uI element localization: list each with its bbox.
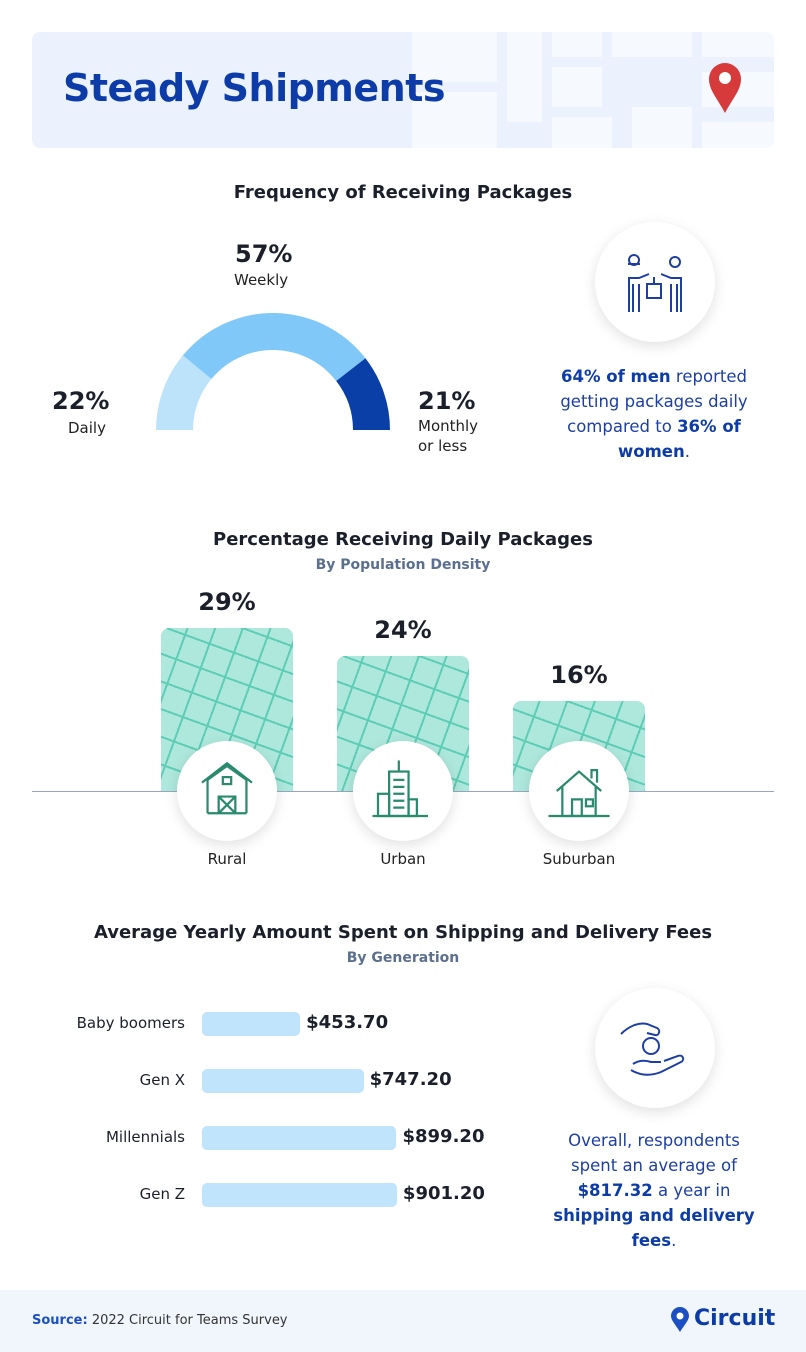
city-buildings-icon bbox=[372, 760, 428, 818]
brand-logo: Circuit bbox=[694, 1306, 776, 1331]
callout1-text-1: reported getting packages daily compared… bbox=[560, 367, 748, 436]
map-pin-icon bbox=[709, 63, 741, 113]
weekly-value: 57% bbox=[235, 240, 293, 268]
callout2-text-1: Overall, respondents spent an average of bbox=[568, 1131, 740, 1175]
hbar-value-label: $747.20 bbox=[369, 1069, 452, 1090]
category-icon-circle bbox=[353, 741, 453, 841]
source-note: Source: 2022 Circuit for Teams Survey bbox=[32, 1313, 288, 1328]
callout2-highlight-2: shipping and delivery fees bbox=[553, 1206, 755, 1250]
callout2-highlight-1: $817.32 bbox=[577, 1181, 653, 1200]
category-label: Suburban bbox=[542, 850, 616, 868]
callout2-icon-circle bbox=[595, 988, 715, 1108]
chart2-title: Percentage Receiving Daily Packages bbox=[213, 529, 593, 550]
monthly-label-1: Monthly bbox=[418, 417, 479, 435]
gauge-segment-weekly bbox=[182, 312, 366, 381]
hbar bbox=[202, 1069, 364, 1093]
vertical-bar-chart: 29% Rural 24% Urban 16% Suburban bbox=[32, 588, 774, 868]
bar-value-label: 24% bbox=[374, 616, 432, 645]
row-label: Millennials bbox=[105, 1128, 185, 1146]
daily-label: Daily bbox=[68, 419, 106, 437]
callout1-text: 64% of men reported getting packages dai… bbox=[548, 364, 760, 464]
hbar bbox=[202, 1126, 397, 1150]
callout2-text: Overall, respondents spent an average of… bbox=[548, 1128, 760, 1253]
bar-value-label: 29% bbox=[198, 588, 256, 617]
gauge-segment-monthly-or-less bbox=[336, 358, 390, 430]
callout2-text-2: a year in bbox=[652, 1181, 731, 1200]
hbar bbox=[202, 1012, 301, 1036]
package-handoff-icon bbox=[628, 254, 682, 312]
semicircle-chart bbox=[156, 312, 390, 430]
house-icon bbox=[548, 769, 610, 818]
row-label: Gen X bbox=[139, 1071, 185, 1089]
chart1-title: Frequency of Receiving Packages bbox=[233, 182, 573, 203]
page-title: Steady Shipments bbox=[63, 66, 446, 110]
footer: Source: 2022 Circuit for Teams Survey Ci… bbox=[0, 1290, 806, 1352]
category-icon-circle bbox=[529, 741, 629, 841]
callout1-highlight-2: 36% of women bbox=[618, 417, 741, 461]
gauge-segment-daily bbox=[156, 355, 212, 430]
hbar-value-label: $901.20 bbox=[402, 1183, 485, 1204]
hand-coin-icon bbox=[620, 1022, 685, 1076]
hbar-value-label: $899.20 bbox=[402, 1126, 485, 1147]
callout1-text-2: . bbox=[684, 442, 690, 461]
source-label: Source: bbox=[32, 1313, 88, 1328]
map-background bbox=[412, 32, 774, 148]
row-label: Baby boomers bbox=[76, 1014, 185, 1032]
header-banner: Steady Shipments bbox=[32, 32, 774, 148]
horizontal-bar-chart: Baby boomers $453.70 Gen X $747.20 Millennia… bbox=[76, 1012, 485, 1207]
daily-value: 22% bbox=[52, 387, 110, 415]
callout2-text-3: . bbox=[671, 1231, 677, 1250]
monthly-value: 21% bbox=[418, 387, 476, 415]
circuit-pin-logo-icon bbox=[671, 1307, 689, 1332]
hbar bbox=[202, 1183, 397, 1207]
source-text: 2022 Circuit for Teams Survey bbox=[87, 1313, 288, 1328]
category-label: Rural bbox=[207, 850, 247, 868]
callout1-highlight-1: 64% of men bbox=[561, 367, 671, 386]
chart2-subtitle: By Population Density bbox=[315, 557, 491, 573]
category-label: Urban bbox=[380, 850, 426, 868]
category-icon-circle bbox=[177, 741, 277, 841]
chart3-subtitle: By Generation bbox=[346, 950, 460, 966]
hbar-value-label: $453.70 bbox=[306, 1012, 389, 1033]
row-label: Gen Z bbox=[139, 1185, 185, 1203]
chart3-title: Average Yearly Amount Spent on Shipping … bbox=[93, 922, 713, 943]
barn-icon bbox=[201, 761, 253, 815]
bar-value-label: 16% bbox=[550, 661, 608, 690]
monthly-label-2: or less bbox=[418, 437, 468, 455]
callout1-icon-circle bbox=[595, 222, 715, 342]
weekly-label: Weekly bbox=[234, 271, 289, 289]
